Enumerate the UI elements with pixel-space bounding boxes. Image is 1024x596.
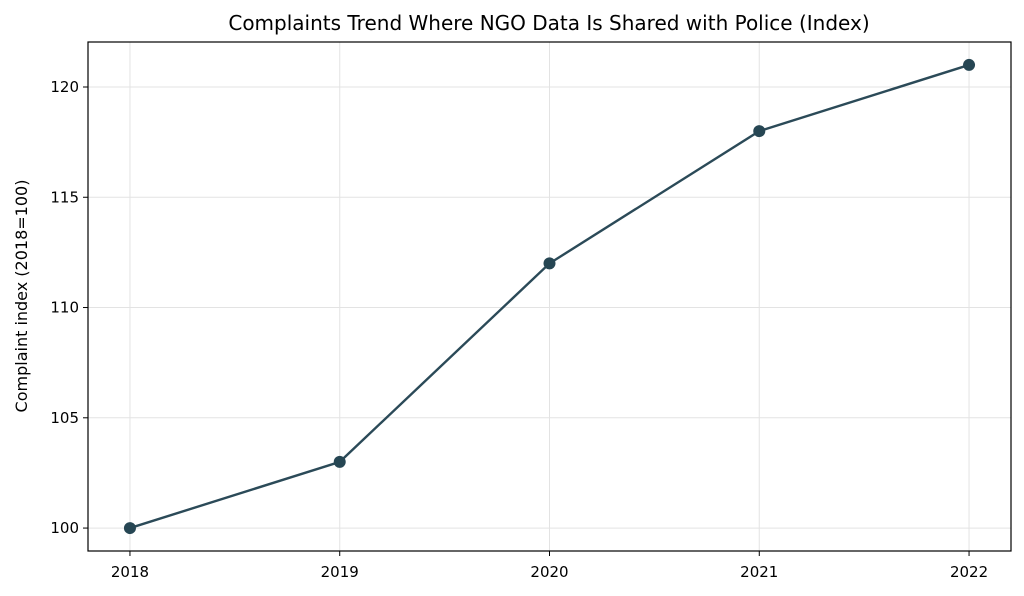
y-tick-label: 100 (50, 519, 79, 537)
plot-frame (87, 41, 1012, 552)
chart-title: Complaints Trend Where NGO Data Is Share… (228, 11, 869, 35)
y-axis-label: Complaint index (2018=100) (12, 180, 31, 413)
axis-ticks: 2018 2019 2020 2021 2022 100 105 110 115 120 (50, 78, 988, 581)
x-tick-label: 2019 (321, 563, 359, 581)
x-tick-label: 2018 (111, 563, 149, 581)
x-tick-label: 2021 (740, 563, 778, 581)
data-point (543, 257, 556, 270)
data-point (753, 125, 766, 138)
x-tick-label: 2020 (530, 563, 568, 581)
y-tick-label: 115 (50, 188, 79, 206)
series (123, 58, 976, 535)
data-point (963, 58, 976, 71)
x-tick-label: 2022 (950, 563, 988, 581)
grid (88, 42, 1011, 551)
y-tick-label: 120 (50, 78, 79, 96)
data-point (333, 455, 346, 468)
y-tick-label: 110 (50, 299, 79, 317)
data-point (123, 522, 136, 535)
y-tick-label: 105 (50, 409, 79, 427)
